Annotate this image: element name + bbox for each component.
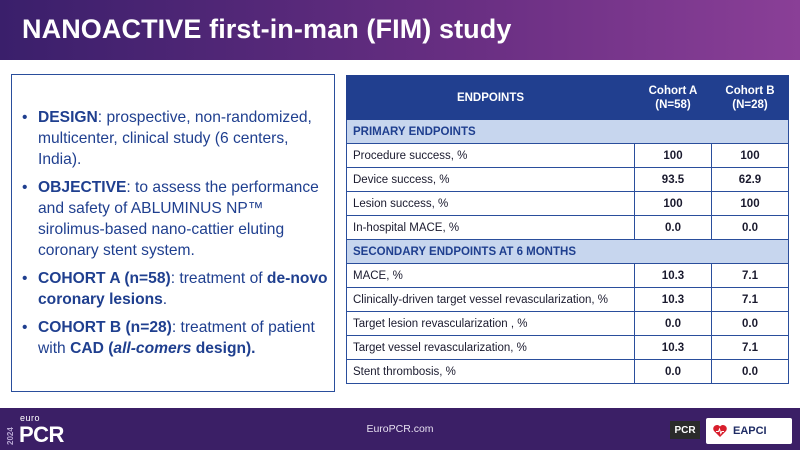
bullet-item: • DESIGN: prospective, non-randomized, mu… xyxy=(22,107,330,170)
endpoint-label: Target lesion revascularization , % xyxy=(346,311,635,336)
bullet-text-segment: : to assess the performance and safety o… xyxy=(38,179,319,259)
bullet-text-segment: CAD ( xyxy=(70,340,114,357)
study-design-panel: • DESIGN: prospective, non-randomized, mu… xyxy=(11,74,335,392)
bullet-text-segment: : prospective, non-randomized, multicent… xyxy=(38,109,312,168)
cohort-a-value: 100 xyxy=(634,143,712,168)
header-cohort-n: (N=58) xyxy=(655,98,691,111)
endpoint-label: In-hospital MACE, % xyxy=(346,215,635,240)
cohort-a-value: 0.0 xyxy=(634,359,712,384)
cohort-b-value: 7.1 xyxy=(711,263,789,288)
bullet-item: • COHORT A (n=58): treatment of de-novo c… xyxy=(22,268,330,310)
table-row: MACE, % 10.3 7.1 xyxy=(346,263,789,288)
cohort-a-value: 10.3 xyxy=(634,335,712,360)
cohort-a-value: 0.0 xyxy=(634,215,712,240)
cohort-b-value: 0.0 xyxy=(711,359,789,384)
bullet-text-segment: DESIGN xyxy=(38,109,98,126)
endpoint-label: MACE, % xyxy=(346,263,635,288)
section-row: SECONDARY ENDPOINTS AT 6 MONTHS xyxy=(346,239,789,264)
bullet-text-segment: : treatment of patient with xyxy=(38,319,315,357)
title-bar: NANOACTIVE first-in-man (FIM) study xyxy=(0,0,800,60)
bullet-text-segment: de-novo coronary lesions xyxy=(38,270,328,308)
header-endpoints: ENDPOINTS xyxy=(346,75,635,120)
table-header-row: ENDPOINTS Cohort A (N=58) Cohort B (N=28) xyxy=(346,75,789,120)
cohort-b-value: 7.1 xyxy=(711,335,789,360)
bullet-item: • COHORT B (n=28): treatment of patient w… xyxy=(22,317,330,359)
bullet-text-segment: COHORT B (n=28) xyxy=(38,319,172,336)
cohort-b-value: 100 xyxy=(711,191,789,216)
table-row: Clinically-driven target vessel revascul… xyxy=(346,287,789,312)
heart-icon xyxy=(713,425,727,437)
section-label: SECONDARY ENDPOINTS AT 6 MONTHS xyxy=(346,239,789,264)
cohort-a-value: 93.5 xyxy=(634,167,712,192)
logo-euro-text: euro xyxy=(20,413,41,423)
endpoint-label: Clinically-driven target vessel revascul… xyxy=(346,287,635,312)
bullet-list: • DESIGN: prospective, non-randomized, mu… xyxy=(22,107,330,366)
endpoint-label: Stent thrombosis, % xyxy=(346,359,635,384)
cohort-a-value: 0.0 xyxy=(634,311,712,336)
cohort-a-value: 100 xyxy=(634,191,712,216)
cohort-a-value: 10.3 xyxy=(634,263,712,288)
header-cohort-a: Cohort A (N=58) xyxy=(634,75,712,120)
table-row: Procedure success, % 100 100 xyxy=(346,143,789,168)
bullet-text-segment: COHORT A (n=58) xyxy=(38,270,171,287)
cohort-b-value: 0.0 xyxy=(711,215,789,240)
cohort-b-value: 100 xyxy=(711,143,789,168)
bullet-text-segment: . xyxy=(162,291,168,308)
bullet-dot-icon: • xyxy=(22,319,28,336)
cohort-b-value: 62.9 xyxy=(711,167,789,192)
endpoints-table: ENDPOINTS Cohort A (N=58) Cohort B (N=28) … xyxy=(346,75,789,384)
table-row: Target lesion revascularization , % 0.0 0.… xyxy=(346,311,789,336)
endpoint-label: Procedure success, % xyxy=(346,143,635,168)
logo-pcr-text: PCR xyxy=(19,422,64,447)
header-cohort-n: (N=28) xyxy=(732,98,768,111)
footer-url[interactable]: EuroPCR.com xyxy=(366,423,434,435)
section-label: PRIMARY ENDPOINTS xyxy=(346,119,789,144)
endpoint-label: Lesion success, % xyxy=(346,191,635,216)
table-row: Target vessel revascularization, % 10.3 7.… xyxy=(346,335,789,360)
bullet-text-segment: all-comers xyxy=(113,340,192,357)
endpoint-label: Device success, % xyxy=(346,167,635,192)
bullet-text-segment: OBJECTIVE xyxy=(38,179,127,196)
eapci-logo: EAPCI xyxy=(706,418,792,444)
bullet-dot-icon: • xyxy=(22,179,28,196)
endpoint-label: Target vessel revascularization, % xyxy=(346,335,635,360)
cohort-b-value: 7.1 xyxy=(711,287,789,312)
bullet-dot-icon: • xyxy=(22,270,28,287)
header-cohort-name: Cohort B xyxy=(725,84,775,97)
header-cohort-name: Cohort A xyxy=(648,84,698,97)
table-row: In-hospital MACE, % 0.0 0.0 xyxy=(346,215,789,240)
eapci-label: EAPCI xyxy=(733,425,767,437)
bullet-item: • OBJECTIVE: to assess the performance an… xyxy=(22,177,330,261)
bullet-text-segment: : treatment of xyxy=(170,270,267,287)
table-row: Device success, % 93.5 62.9 xyxy=(346,167,789,192)
cohort-b-value: 0.0 xyxy=(711,311,789,336)
slide-title: NANOACTIVE first-in-man (FIM) study xyxy=(22,14,512,44)
footer-bar: 2024 euro PCR EuroPCR.com PCR EAPCI xyxy=(0,408,800,450)
header-cohort-b: Cohort B (N=28) xyxy=(711,75,789,120)
pcr-badge-logo: PCR xyxy=(670,421,700,439)
section-row: PRIMARY ENDPOINTS xyxy=(346,119,789,144)
cohort-a-value: 10.3 xyxy=(634,287,712,312)
bullet-dot-icon: • xyxy=(22,109,28,126)
table-row: Stent thrombosis, % 0.0 0.0 xyxy=(346,359,789,384)
table-row: Lesion success, % 100 100 xyxy=(346,191,789,216)
bullet-text-segment: design). xyxy=(191,340,256,357)
